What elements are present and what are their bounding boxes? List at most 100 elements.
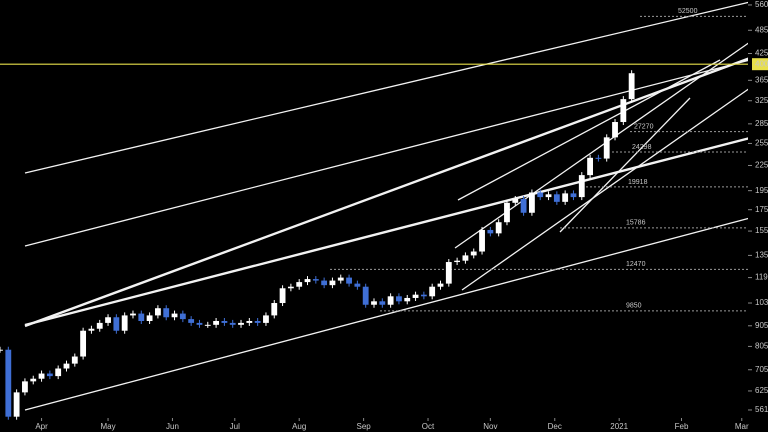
levels: 52500 27270 24298 19918 15786 12470 9850 [0, 8, 748, 312]
candle [46, 373, 53, 377]
candle [188, 319, 195, 323]
candle [420, 294, 427, 297]
candle [105, 317, 111, 323]
candle [130, 313, 136, 316]
candle [329, 280, 336, 286]
y-tick-label: 325 [755, 96, 768, 105]
candle [304, 279, 311, 283]
x-tick-label: Mar [735, 422, 749, 431]
y-tick-label: 135 [755, 251, 768, 260]
candle [529, 192, 535, 213]
highlight-badge [752, 58, 768, 71]
y-tick-label: 625 [755, 386, 768, 395]
candle [470, 251, 477, 256]
candle [570, 193, 577, 198]
y-tick-label: 425 [755, 49, 768, 58]
x-tick-label: 2021 [610, 422, 628, 431]
x-tick-label: Dec [548, 422, 562, 431]
candles [0, 70, 635, 420]
y-tick-label: 175 [755, 205, 768, 214]
y-tick-label: 195 [755, 186, 768, 195]
y-tick-label: 485 [755, 25, 768, 34]
candle [587, 157, 593, 176]
candle [412, 294, 419, 298]
candle [562, 193, 569, 202]
candle [271, 303, 278, 316]
y-tick-label: 705 [755, 365, 768, 374]
y-tick-label: 905 [755, 321, 768, 330]
candle [96, 322, 103, 329]
candle [445, 262, 452, 284]
x-tick-label: Apr [35, 422, 48, 431]
candle [121, 315, 128, 331]
candle [13, 392, 20, 417]
candle [0, 349, 3, 351]
level-label: 15786 [626, 220, 646, 227]
candle [462, 255, 469, 261]
level-label: 52500 [678, 8, 698, 15]
candle [155, 308, 161, 316]
candle [504, 202, 510, 223]
candle [296, 282, 303, 287]
candle [163, 308, 170, 318]
candle [88, 328, 95, 331]
candle [196, 322, 203, 325]
candle [495, 222, 502, 234]
candle [204, 324, 211, 326]
candle [354, 283, 361, 287]
candle [487, 229, 494, 234]
candle [138, 313, 145, 321]
candle [437, 283, 444, 287]
candle [71, 356, 78, 364]
candle [337, 277, 344, 281]
y-tick-label: 119 [755, 273, 768, 282]
candle [512, 198, 519, 203]
candle [213, 320, 219, 325]
candle [537, 192, 544, 198]
candle [38, 373, 45, 379]
candle [603, 137, 610, 159]
highlight-label: 400 [755, 59, 768, 68]
candle [263, 315, 269, 323]
y-tick-label: 561 [755, 405, 768, 414]
candle [595, 157, 602, 159]
x-tick-label: Oct [422, 422, 435, 431]
candle [387, 296, 394, 305]
candle [612, 122, 618, 138]
candle [312, 279, 319, 281]
candle [5, 349, 12, 417]
candle [229, 322, 236, 325]
candle [620, 99, 627, 123]
candle [321, 280, 328, 286]
candle [628, 73, 635, 100]
candle [279, 288, 286, 304]
candle [396, 296, 402, 302]
candle [254, 320, 261, 323]
x-tick-label: Nov [483, 422, 497, 431]
candle [63, 363, 70, 369]
candle [578, 175, 585, 198]
candle [404, 297, 411, 302]
candle [113, 317, 120, 331]
axes: 560 485 425 365 325 285 255 225 195 175 155 135 119 1… [35, 0, 768, 431]
candle [80, 330, 87, 357]
y-tick-label: 805 [755, 342, 768, 351]
level-label: 19918 [628, 179, 648, 186]
x-tick-label: May [100, 422, 115, 431]
candle [520, 198, 527, 213]
level-label: 27270 [634, 123, 654, 130]
candle [553, 194, 560, 202]
y-tick-label: 285 [755, 119, 768, 128]
y-tick-label: 103 [755, 298, 768, 307]
y-tick-label: 365 [755, 75, 768, 84]
candle [221, 320, 228, 323]
candle [246, 320, 253, 323]
candle [379, 301, 386, 305]
x-tick-label: Aug [292, 422, 306, 431]
candle [146, 315, 153, 321]
candle [429, 286, 436, 297]
level-label: 9850 [626, 303, 642, 310]
candle [346, 277, 352, 284]
